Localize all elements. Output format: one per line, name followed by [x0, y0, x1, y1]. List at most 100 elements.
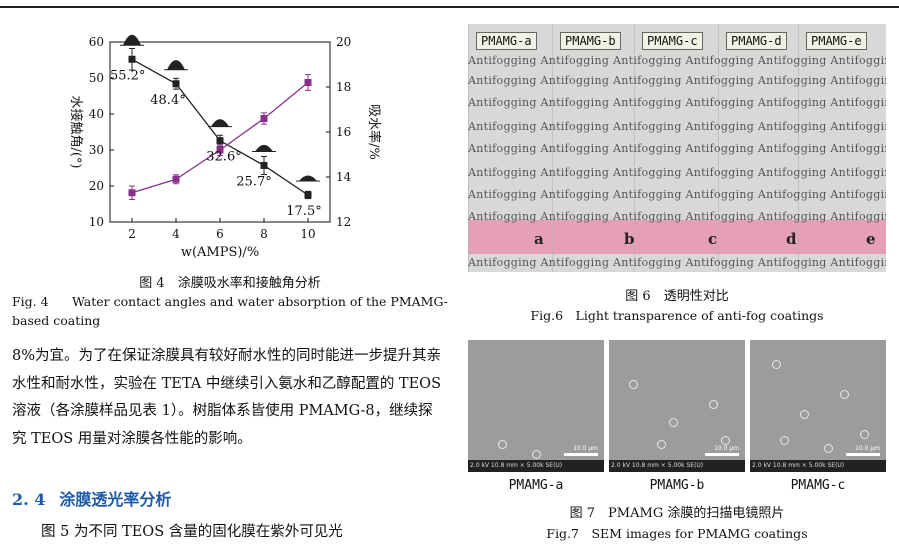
particle	[498, 440, 507, 449]
angle-annotation: 17.5°	[286, 204, 321, 219]
particle	[629, 380, 638, 389]
data-point	[216, 137, 224, 145]
sample-tag: PMAMG-e	[806, 32, 867, 50]
sem-image: 10.0 μm 2.0 kV 10.8 mm × 5.00k SE(U)	[609, 340, 745, 472]
particle	[669, 418, 678, 427]
antifogging-text-row: Antifogging Antifogging Antifogging Anti…	[468, 54, 886, 67]
particle	[860, 430, 869, 439]
y-right-tick-label: 20	[336, 35, 351, 49]
antifogging-text-row: Antifogging Antifogging Antifogging Anti…	[468, 142, 886, 155]
antifogging-text-row: Antifogging Antifogging Antifogging Anti…	[468, 256, 886, 269]
section-number: 2. 4	[12, 490, 46, 509]
body-paragraph-2: 图 5 为不同 TEOS 含量的固化膜在紫外可见光	[41, 524, 343, 540]
body-paragraph-1: 8%为宜。为了在保证涂膜具有较好耐水性的同时能进一步提升其亲水性和耐水性，实验在…	[12, 348, 442, 447]
sem-label: PMAMG-b	[649, 478, 705, 493]
figure-6-photo: PMAMG-a PMAMG-b PMAMG-c PMAMG-d PMAMG-e Antif…	[468, 24, 886, 272]
data-point	[172, 175, 180, 183]
figure-7-caption-cn: 图 7 PMAMG 涂膜的扫描电镜照片	[569, 506, 785, 521]
data-point	[128, 55, 136, 63]
y-left-axis-label: 水接触角/(°)	[68, 95, 84, 168]
figure-4-caption-text: Water contact angles and water absorptio…	[12, 294, 448, 328]
y-left-tick-label: 40	[89, 107, 104, 121]
x-tick-label: 8	[260, 227, 268, 241]
data-point	[260, 115, 268, 122]
y-right-tick-label: 12	[336, 215, 351, 229]
sample-tag: PMAMG-c	[642, 32, 703, 50]
glass-slide	[634, 24, 719, 272]
x-axis-label: w(AMPS)/%	[181, 245, 259, 260]
antifogging-text-row: Antifogging Antifogging Antifogging Anti…	[468, 96, 886, 109]
particle	[824, 444, 833, 453]
sem-image: 10.0 μm 2.0 kV 10.8 mm × 5.00k SE(U)	[750, 340, 886, 472]
data-point	[172, 80, 180, 88]
data-point	[128, 189, 136, 197]
antifogging-text-row: Antifogging Antifogging Antifogging Anti…	[468, 188, 886, 201]
y-right-tick-label: 16	[336, 125, 351, 139]
sample-tag: PMAMG-a	[476, 32, 537, 50]
sem-label: PMAMG-c	[790, 478, 846, 493]
scale-bar	[846, 453, 880, 456]
particle	[772, 360, 781, 369]
data-point	[216, 146, 224, 154]
figure-4-caption-cn: 图 4 涂膜吸水率和接触角分析	[139, 276, 321, 291]
angle-annotation: 48.4°	[150, 93, 185, 108]
sem-info-strip: 2.0 kV 10.8 mm × 5.00k SE(U)	[468, 460, 604, 472]
x-tick-label: 6	[216, 227, 224, 241]
sem-info-strip: 2.0 kV 10.8 mm × 5.00k SE(U)	[750, 460, 886, 472]
angle-annotation: 55.2°	[110, 68, 145, 83]
droplet-icon	[167, 60, 185, 70]
antifogging-text-row: Antifogging Antifogging Antifogging Anti…	[468, 74, 886, 87]
scale-bar-label: 10.0 μm	[573, 445, 598, 452]
section-heading: 2. 4 涂膜透光率分析	[12, 486, 171, 510]
angle-annotation: 25.7°	[236, 174, 271, 189]
sample-letter: e	[866, 230, 876, 248]
data-point	[260, 161, 268, 169]
droplet-icon	[255, 144, 273, 152]
data-point	[304, 191, 312, 199]
scale-bar	[705, 453, 739, 456]
antifogging-text-row: Antifogging Antifogging Antifogging Anti…	[468, 210, 886, 223]
scale-bar	[564, 453, 598, 456]
figure-7-caption-en: Fig.7 SEM images for PMAMG coatings	[546, 526, 808, 541]
particle	[800, 410, 809, 419]
pink-band	[468, 220, 886, 254]
angle-annotation: 32.6°	[206, 150, 241, 165]
y-right-axis-label: 吸水率/%	[366, 104, 382, 160]
sample-letter: b	[624, 230, 635, 248]
y-left-tick-label: 60	[89, 35, 104, 49]
y-left-tick-label: 20	[89, 179, 104, 193]
y-right-tick-label: 18	[336, 80, 351, 94]
scale-bar-label: 10.0 μm	[855, 445, 880, 452]
glass-slide	[552, 24, 635, 272]
glass-slide	[798, 24, 886, 272]
particle	[657, 440, 666, 449]
sample-tag: PMAMG-d	[726, 32, 787, 50]
x-tick-label: 4	[172, 227, 180, 241]
header-rule	[0, 6, 899, 8]
x-tick-label: 2	[128, 227, 136, 241]
particle	[780, 436, 789, 445]
y-left-tick-label: 50	[89, 71, 104, 85]
droplet-icon	[211, 119, 229, 127]
sample-letter: d	[786, 230, 797, 248]
glass-slide	[468, 24, 553, 272]
droplet-icon	[123, 34, 141, 46]
y-right-tick-label: 14	[336, 170, 352, 184]
x-tick-label: 10	[300, 227, 315, 241]
antifogging-text-row: Antifogging Antifogging Antifogging Anti…	[468, 120, 886, 133]
particle	[709, 400, 718, 409]
figure-6-caption-cn: 图 6 透明性对比	[625, 289, 729, 304]
sample-letter: c	[708, 230, 718, 248]
glass-slide	[718, 24, 799, 272]
droplet-icon	[299, 175, 317, 181]
y-left-tick-label: 10	[89, 215, 104, 229]
data-point	[304, 79, 312, 86]
scale-bar-label: 10.0 μm	[714, 445, 739, 452]
sem-label: PMAMG-a	[508, 478, 564, 493]
figure-4-chart: 2 4 6 8 10 10 20 30 40 50 60 12 14 16 18 20 w(AMPS)/% 水接触…	[68, 34, 382, 260]
figure-4-label: Fig. 4	[12, 294, 49, 309]
figure-6-caption-en: Fig.6 Light transparence of anti-fog coa…	[530, 308, 824, 323]
sem-image: 10.0 μm 2.0 kV 10.8 mm × 5.00k SE(U)	[468, 340, 604, 472]
antifogging-text-row: Antifogging Antifogging Antifogging Anti…	[468, 166, 886, 179]
sample-tag: PMAMG-b	[560, 32, 621, 50]
